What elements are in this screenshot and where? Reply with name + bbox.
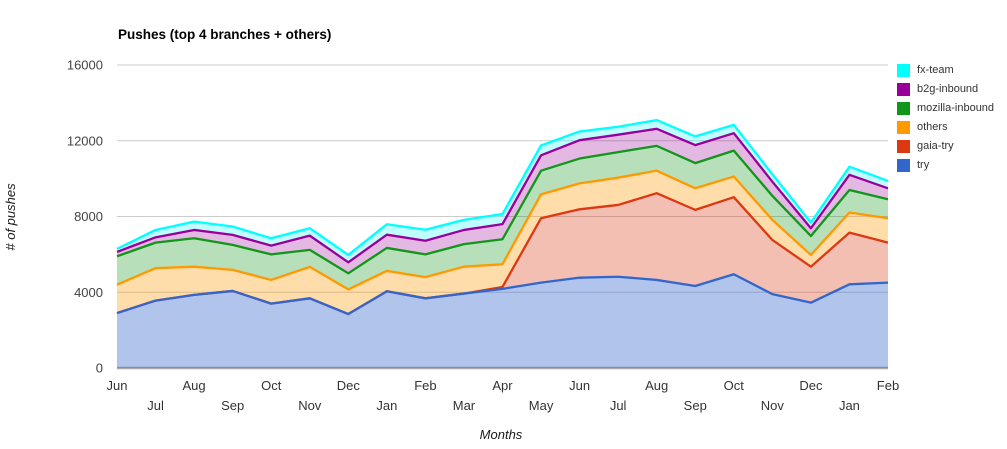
x-tick-label: Feb xyxy=(877,378,899,393)
legend-item-b2g-inbound: b2g-inbound xyxy=(897,83,994,96)
x-tick-label: Jan xyxy=(839,398,860,413)
x-tick-label: Feb xyxy=(414,378,436,393)
x-tick-label: Aug xyxy=(645,378,668,393)
legend-label: gaia-try xyxy=(917,140,954,152)
legend-item-others: others xyxy=(897,121,994,134)
x-tick-label: Oct xyxy=(261,378,282,393)
line-try xyxy=(116,273,889,316)
legend-item-fx-team: fx-team xyxy=(897,64,994,77)
y-tick-label: 8000 xyxy=(74,209,103,224)
x-tick-label: Jun xyxy=(569,378,590,393)
area-others xyxy=(117,170,888,315)
legend-label: b2g-inbound xyxy=(917,83,979,95)
legend-label: try xyxy=(917,159,930,171)
x-tick-label: Mar xyxy=(453,398,476,413)
x-tick-label: Jul xyxy=(147,398,164,413)
legend-swatch-icon xyxy=(897,102,910,115)
x-tick-label: Dec xyxy=(337,378,361,393)
x-tick-label: Apr xyxy=(492,378,513,393)
legend-item-mozilla-inbound: mozilla-inbound xyxy=(897,102,994,115)
legend-swatch-icon xyxy=(897,64,910,77)
line-fx-team xyxy=(116,118,889,257)
legend-label: mozilla-inbound xyxy=(917,102,995,114)
legend-swatch-icon xyxy=(897,83,910,96)
legend-label: others xyxy=(917,121,948,133)
x-tick-label: Dec xyxy=(799,378,823,393)
y-tick-label: 0 xyxy=(96,361,103,376)
area-try xyxy=(117,274,888,368)
area-mozilla-inbound xyxy=(117,145,888,290)
x-tick-label: Jun xyxy=(107,378,128,393)
legend-swatch-icon xyxy=(897,159,910,172)
legend-item-gaia-try: gaia-try xyxy=(897,140,994,153)
x-axis-title: Months xyxy=(479,427,523,442)
line-b2g-inbound xyxy=(116,127,889,264)
line-others xyxy=(116,169,889,291)
area-b2g-inbound xyxy=(117,128,888,274)
area-gaia-try xyxy=(117,193,888,315)
x-tick-label: Jul xyxy=(610,398,627,413)
legend-swatch-icon xyxy=(897,140,910,153)
x-tick-label: Nov xyxy=(298,398,322,413)
x-tick-label: Aug xyxy=(183,378,206,393)
x-tick-label: Oct xyxy=(724,378,745,393)
chart-legend: fx-team b2g-inbound mozilla-inbound others g… xyxy=(897,64,994,178)
x-tick-label: May xyxy=(529,398,554,413)
legend-swatch-icon xyxy=(897,121,910,134)
x-tick-label: Sep xyxy=(221,398,244,413)
legend-item-try: try xyxy=(897,159,994,172)
chart-title: Pushes (top 4 branches + others) xyxy=(118,27,332,42)
x-tick-label: Sep xyxy=(684,398,707,413)
x-tick-label: Jan xyxy=(376,398,397,413)
x-tick-label: Nov xyxy=(761,398,785,413)
legend-label: fx-team xyxy=(917,64,954,76)
y-tick-label: 16000 xyxy=(67,58,103,73)
line-mozilla-inbound xyxy=(116,144,889,275)
y-tick-label: 12000 xyxy=(67,133,103,148)
y-tick-label: 4000 xyxy=(74,285,103,300)
